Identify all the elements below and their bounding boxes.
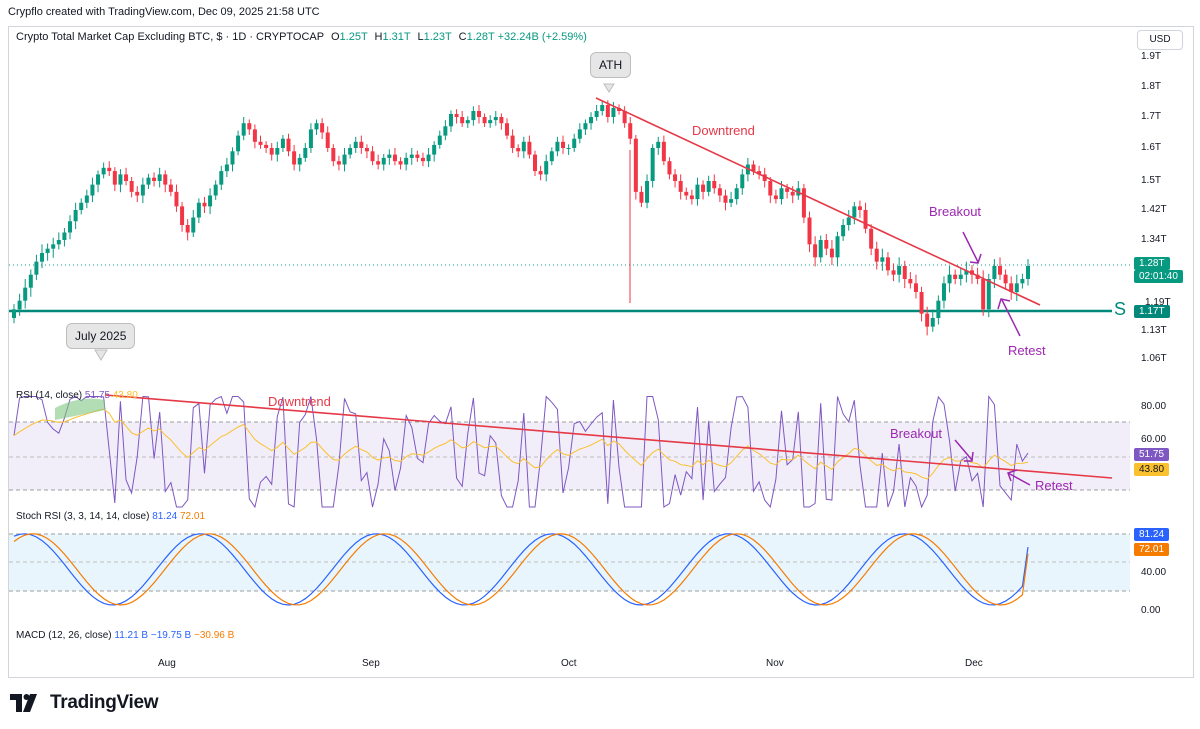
change-value: +32.24B (+2.59%) <box>497 31 587 43</box>
x-label-dec: Dec <box>965 658 983 669</box>
price-tick: 1.6T <box>1141 142 1162 153</box>
price-tick: 1.5T <box>1141 175 1162 186</box>
x-label-sep: Sep <box>362 658 380 669</box>
price-tick: 1.34T <box>1141 234 1167 245</box>
x-label-aug: Aug <box>158 658 176 669</box>
price-tick: 1.9T <box>1141 51 1162 62</box>
x-label-nov: Nov <box>766 658 784 669</box>
tradingview-logo-text: TradingView <box>50 692 159 713</box>
rsi-retest-label: Retest <box>1035 478 1073 493</box>
price-tick: 1.42T <box>1141 204 1167 215</box>
rsi-downtrend-label: Downtrend <box>268 394 331 409</box>
rsi-value-tag: 51.75 <box>1134 448 1170 461</box>
open-value: 1.25T <box>339 31 368 43</box>
low-value: 1.23T <box>423 31 452 43</box>
last-price-tag: 1.28T <box>1134 257 1170 270</box>
rsi-tick-60: 60.00 <box>1141 434 1167 445</box>
downtrend-label: Downtrend <box>692 123 755 138</box>
hidden-price-tag: 1.19T <box>1145 297 1171 308</box>
x-label-oct: Oct <box>561 658 577 669</box>
stoch-tick-0: 0.00 <box>1141 605 1161 616</box>
price-tick: 1.06T <box>1141 353 1167 364</box>
stoch-d-tag: 72.01 <box>1134 543 1170 556</box>
attribution: Crypflo created with TradingView.com, De… <box>8 6 320 18</box>
chart-frame <box>8 26 1194 678</box>
stoch-tick-40: 40.00 <box>1141 567 1167 578</box>
high-value: 1.31T <box>382 31 411 43</box>
countdown-tag: 02:01:40 <box>1134 270 1183 283</box>
july-bubble: July 2025 <box>66 323 136 349</box>
stoch-k-tag: 81.24 <box>1134 528 1170 541</box>
rsi-tick-80: 80.00 <box>1141 401 1167 412</box>
symbol-name: Crypto Total Market Cap Excluding BTC, $… <box>16 31 324 43</box>
support-price-tag: 1.17T <box>1134 305 1170 318</box>
stoch-legend: Stoch RSI (3, 3, 14, 14, close) 81.24 72… <box>16 511 206 522</box>
rsi-ma-tag: 43.80 <box>1134 463 1170 476</box>
ath-bubble: ATH <box>590 52 632 78</box>
price-tick: 1.7T <box>1141 111 1162 122</box>
support-marker: S <box>1114 299 1127 319</box>
symbol-legend: Crypto Total Market Cap Excluding BTC, $… <box>16 31 587 43</box>
tradingview-logo-icon <box>10 694 37 712</box>
price-tick: 1.8T <box>1141 81 1162 92</box>
rsi-breakout-label: Breakout <box>890 426 943 441</box>
close-value: 1.28T <box>466 31 495 43</box>
price-tick: 1.13T <box>1141 325 1167 336</box>
breakout-label: Breakout <box>929 204 982 219</box>
retest-label: Retest <box>1008 343 1046 358</box>
currency-button[interactable]: USD <box>1137 30 1183 50</box>
tradingview-logo[interactable]: TradingView <box>10 692 159 714</box>
macd-legend: MACD (12, 26, close) 11.21 B −19.75 B −3… <box>16 630 235 641</box>
rsi-legend: RSI (14, close) 51.75 43.80 <box>16 390 138 401</box>
